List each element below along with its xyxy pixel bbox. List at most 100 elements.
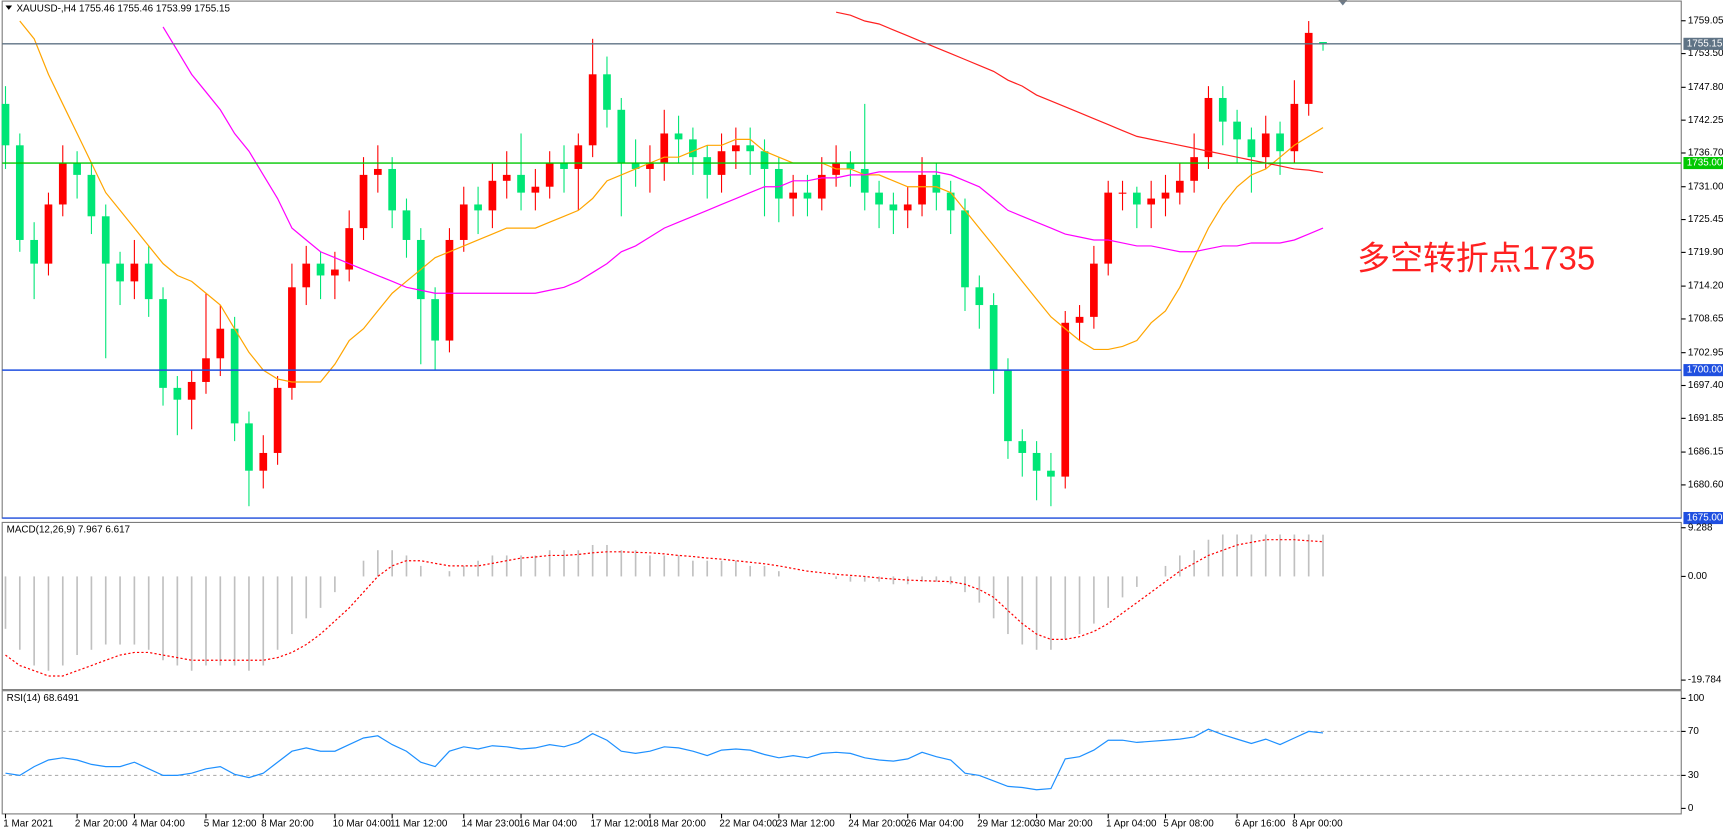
y-tick-label: 0.00 [1688, 571, 1708, 582]
y-tick-label: 1736.70 [1688, 148, 1723, 159]
price-label-box [1683, 511, 1723, 525]
panel-title: MACD(12,26,9) 7.967 6.617 [7, 525, 130, 536]
y-tick-label: -19.784 [1688, 675, 1722, 686]
candle-body [903, 204, 912, 211]
candle-body [975, 287, 984, 306]
candle-body [345, 228, 354, 270]
y-tick-label: 1691.85 [1688, 413, 1723, 424]
candle-body [1004, 370, 1012, 442]
candle-body [1190, 157, 1198, 181]
candle-body [488, 180, 497, 211]
candle-body [1104, 192, 1113, 264]
y-tick-label: 100 [1688, 693, 1705, 704]
candle-body [1175, 180, 1184, 193]
candle-body [173, 387, 182, 400]
x-tick-label: 4 Mar 04:00 [132, 818, 185, 829]
price-label-box [1683, 37, 1723, 50]
price-label: 1700.00 [1687, 365, 1723, 376]
y-tick-label: 1725.45 [1688, 214, 1723, 225]
candle-body [918, 174, 926, 205]
candle-body [560, 163, 568, 169]
candle-body [288, 287, 296, 388]
candle-body [30, 239, 38, 264]
x-tick-label: 1 Apr 04:00 [1106, 818, 1157, 829]
x-tick-label: 18 Mar 20:00 [648, 818, 707, 829]
candle-body [273, 387, 282, 453]
candle-body [187, 381, 196, 400]
candle-body [732, 145, 740, 152]
y-tick-label: 1759.05 [1688, 15, 1723, 26]
candle-body [1276, 133, 1284, 152]
candle-body [760, 151, 769, 169]
candle-body [259, 452, 268, 471]
rsi-line [5, 728, 1324, 791]
x-tick-label: 29 Mar 12:00 [977, 818, 1036, 829]
panel-title: XAUUSD-,H4 1755.46 1755.46 1753.99 1755.… [16, 3, 230, 14]
candle-body [44, 204, 53, 264]
candle-body [230, 328, 239, 424]
candle-body [746, 145, 755, 152]
candle-body [316, 263, 325, 276]
candle-body [1247, 139, 1256, 158]
candle-body [1032, 452, 1041, 471]
candle-body [431, 299, 439, 341]
candle-body [1290, 103, 1299, 152]
candle-body [1218, 97, 1227, 122]
x-tick-label: 30 Mar 20:00 [1034, 818, 1093, 829]
candle-body [588, 74, 597, 146]
y-tick-label: 0 [1688, 803, 1694, 814]
candle-body [961, 210, 969, 288]
x-tick-label: 26 Mar 04:00 [906, 818, 965, 829]
candle-body [474, 204, 482, 211]
candle-body [603, 74, 611, 110]
candle-body [159, 299, 167, 388]
panel-frame [1, 690, 1682, 815]
y-tick-label: 1753.50 [1688, 48, 1723, 59]
candle-body [574, 145, 583, 169]
x-tick-label: 11 Mar 12:00 [390, 818, 448, 829]
candle-body [875, 192, 883, 205]
panel-title: RSI(14) 68.6491 [7, 693, 80, 704]
price-label: 1675.00 [1687, 513, 1723, 524]
x-tick-label: 8 Apr 00:00 [1292, 818, 1343, 829]
x-tick-label: 14 Mar 23:00 [462, 818, 521, 829]
candle-body [946, 192, 955, 211]
x-tick-label: 8 Mar 20:00 [261, 818, 314, 829]
y-tick-label: 1697.40 [1688, 380, 1723, 391]
x-tick-label: 10 Mar 04:00 [333, 818, 392, 829]
x-tick-label: 17 Mar 12:00 [590, 818, 649, 829]
candle-body [817, 174, 826, 199]
x-tick-label: 1 Mar 2021 [3, 818, 53, 829]
candle-body [1147, 198, 1156, 205]
annotation: 多空转折点1735 [1357, 239, 1595, 276]
moving-average [19, 20, 1324, 383]
candle-body [245, 423, 253, 471]
candle-body [445, 239, 454, 341]
candle-body [631, 163, 640, 169]
candle-body [1118, 192, 1127, 194]
candle-body [101, 216, 110, 264]
candle-body [617, 109, 626, 164]
candle-body [144, 263, 153, 300]
candle-body [660, 133, 669, 164]
candle-body [774, 168, 783, 199]
menu-arrow[interactable] [5, 5, 13, 10]
candle-body [402, 210, 411, 240]
y-tick-label: 30 [1688, 770, 1699, 781]
candle-body [789, 192, 797, 199]
y-tick-label: 1686.15 [1688, 447, 1723, 458]
candle-body [803, 192, 812, 199]
candle-body [846, 163, 855, 169]
x-tick-label: 5 Apr 08:00 [1163, 818, 1214, 829]
y-tick-label: 1747.80 [1688, 82, 1723, 93]
candle-body [1075, 316, 1084, 323]
y-tick-label: 9.288 [1688, 522, 1713, 533]
candle-body [459, 204, 468, 240]
candle-body [1133, 192, 1141, 205]
x-tick-label: 23 Mar 12:00 [777, 818, 836, 829]
panel-frame [1, 521, 1682, 691]
candle-body [15, 145, 24, 240]
candle-body [1090, 263, 1098, 317]
